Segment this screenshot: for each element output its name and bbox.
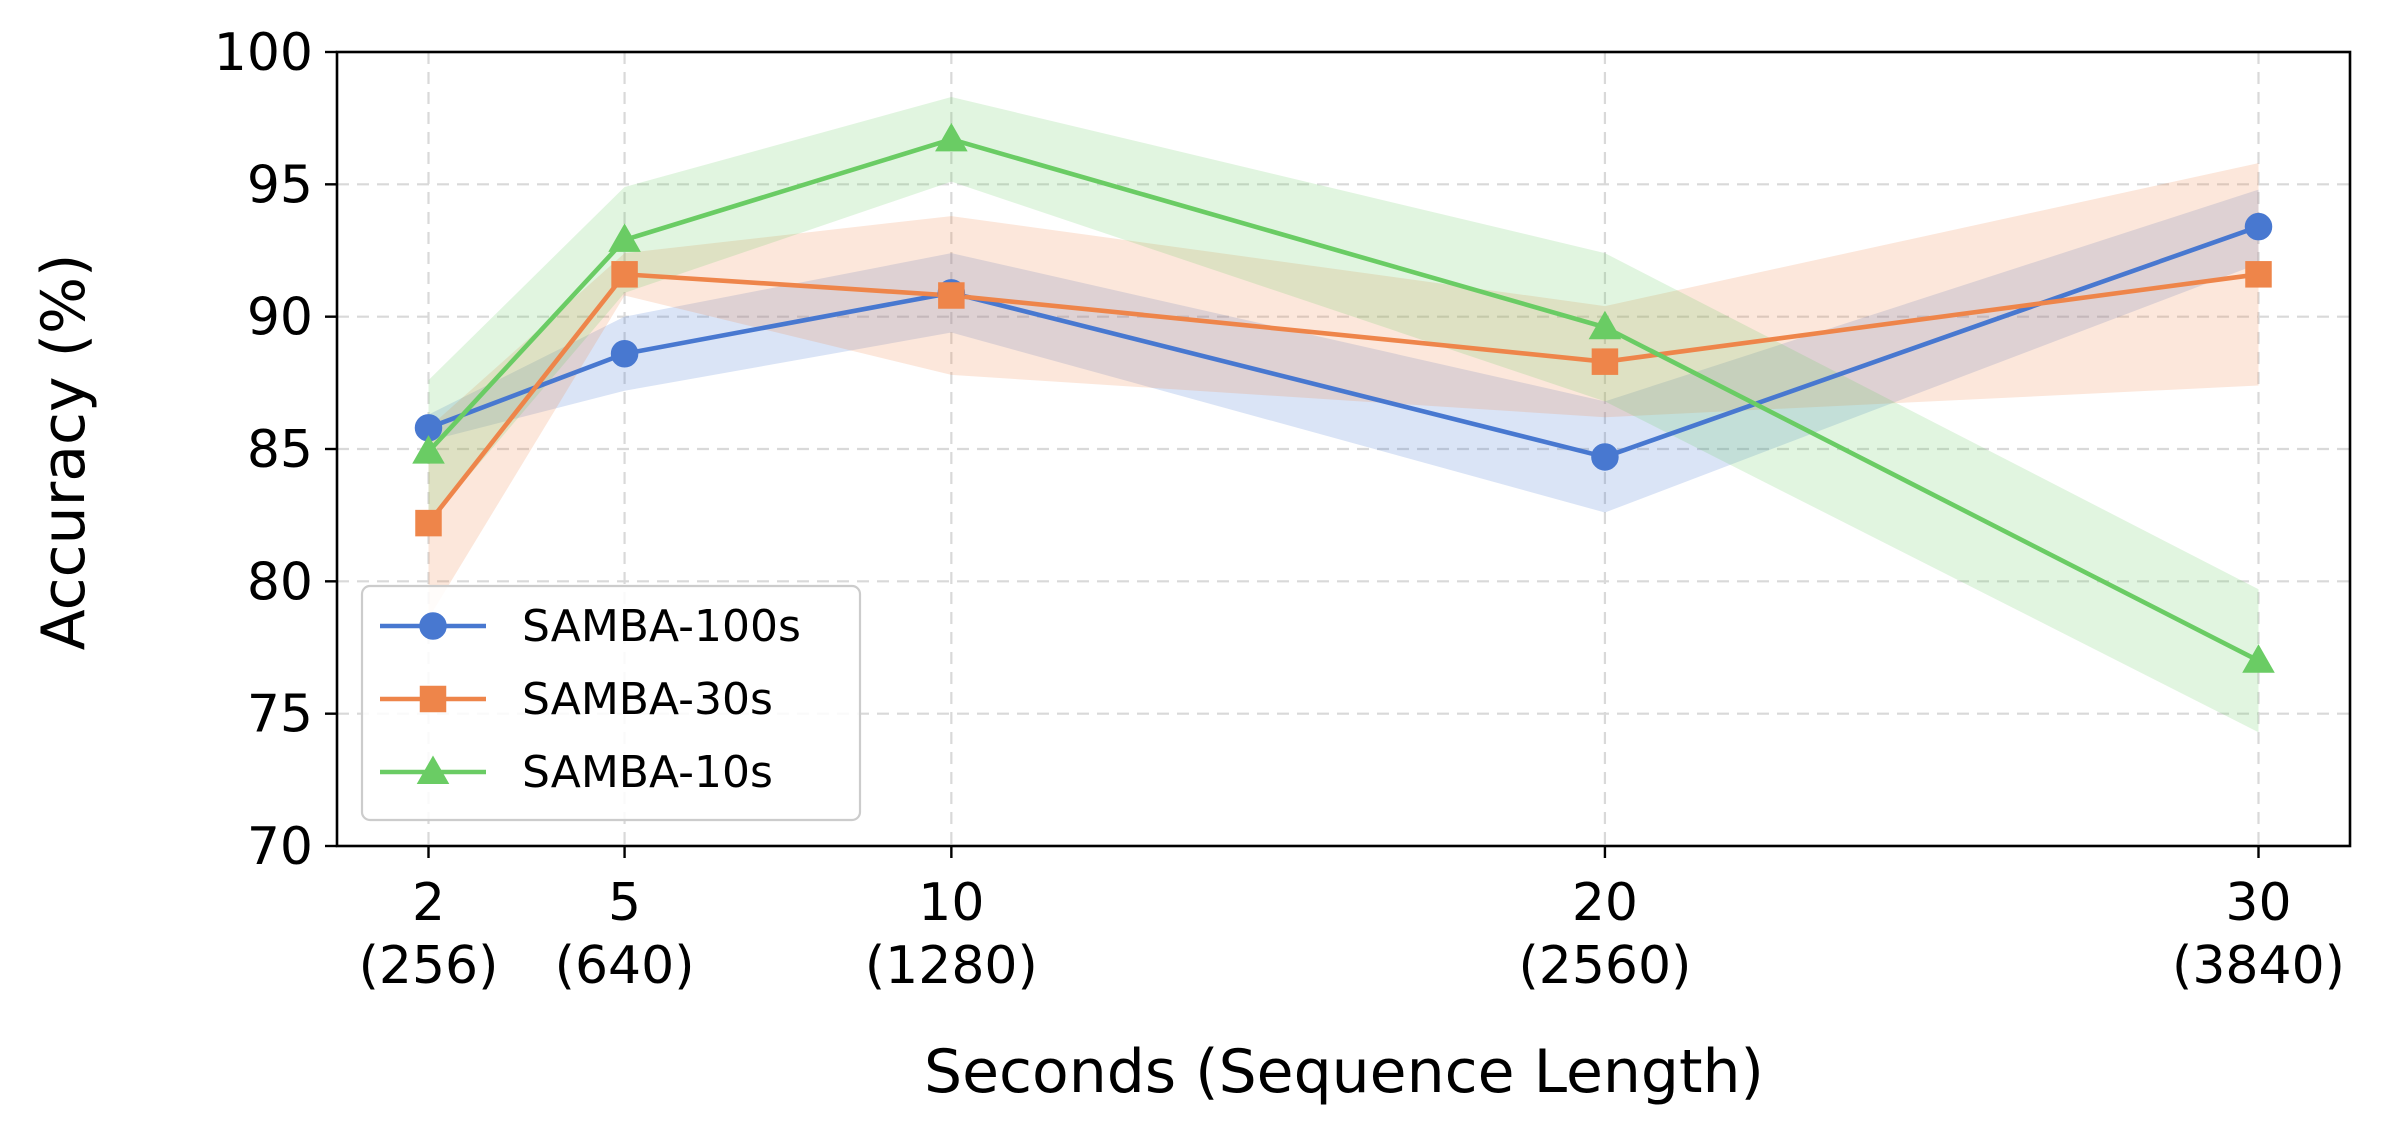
legend-marker-samba-100s — [419, 612, 447, 640]
legend-marker-samba-10s — [416, 755, 450, 784]
samba-10s-point-10 — [935, 122, 968, 152]
samba-30s-point-2 — [415, 509, 442, 537]
samba-100s-point-5 — [610, 339, 639, 368]
samba-30s-point-5 — [611, 261, 638, 288]
x-tick-sublabel-2: (256) — [359, 936, 499, 996]
series-markers — [412, 122, 2275, 673]
legend-box — [360, 584, 862, 822]
legend-label-samba-100s: SAMBA-100s — [522, 601, 801, 652]
samba-10s-point-20 — [1588, 310, 1622, 340]
y-tick-label-100: 100 — [214, 23, 313, 83]
y-tick-label-80: 80 — [247, 552, 313, 612]
legend: SAMBA-100s SAMBA-30s SAMBA-10s — [360, 584, 862, 822]
y-tick-label-95: 95 — [247, 155, 313, 215]
x-tick-sublabel-20: (2560) — [1518, 936, 1691, 996]
samba-100s-band — [428, 189, 2259, 513]
x-tick-label-20: 20 — [1572, 873, 1638, 933]
y-axis-title: Accuracy (%) — [29, 254, 99, 651]
samba-10s-point-2 — [412, 435, 445, 464]
x-tick-label-10: 10 — [918, 873, 984, 933]
legend-marker-samba-30s — [419, 685, 447, 713]
x-tick-sublabel-5: (640) — [555, 936, 695, 996]
samba-10s-point-30 — [2242, 644, 2275, 673]
legend-label-samba-30s: SAMBA-30s — [522, 674, 773, 725]
legend-label-samba-10s: SAMBA-10s — [522, 747, 773, 798]
y-tick-label-70: 70 — [247, 817, 313, 877]
samba-30s-point-30 — [2245, 261, 2272, 288]
y-tick-label-90: 90 — [247, 288, 313, 348]
y-tick-label-75: 75 — [247, 685, 313, 745]
x-tick-label-30: 30 — [2225, 873, 2291, 933]
samba-30s-point-20 — [1591, 348, 1619, 375]
samba-30s-point-10 — [938, 282, 965, 309]
x-tick-label-2: 2 — [412, 873, 445, 933]
y-tick-label-85: 85 — [247, 420, 313, 480]
axis-ticks: 70 75 80 85 90 95 100 2(256) 5(640) 10(1280) 20(25… — [214, 23, 2345, 996]
samba-100s-point-20 — [1591, 443, 1619, 471]
x-tick-sublabel-30: (3840) — [2172, 936, 2345, 996]
x-axis-title: Seconds (Sequence Length) — [924, 1037, 1764, 1107]
samba-100s-point-30 — [2244, 212, 2273, 241]
x-tick-label-5: 5 — [608, 873, 641, 933]
samba-10s-band — [428, 96, 2259, 733]
x-tick-sublabel-10: (1280) — [865, 936, 1038, 996]
samba-10s-point-5 — [608, 223, 641, 252]
